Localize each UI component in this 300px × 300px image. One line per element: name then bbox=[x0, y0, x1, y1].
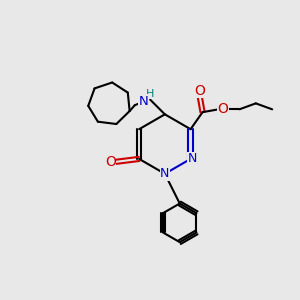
Text: O: O bbox=[194, 84, 205, 98]
Text: N: N bbox=[188, 152, 197, 165]
Text: O: O bbox=[105, 155, 116, 169]
Text: H: H bbox=[146, 89, 154, 99]
Text: O: O bbox=[218, 102, 229, 116]
Text: N: N bbox=[160, 167, 170, 180]
Text: N: N bbox=[139, 94, 148, 108]
